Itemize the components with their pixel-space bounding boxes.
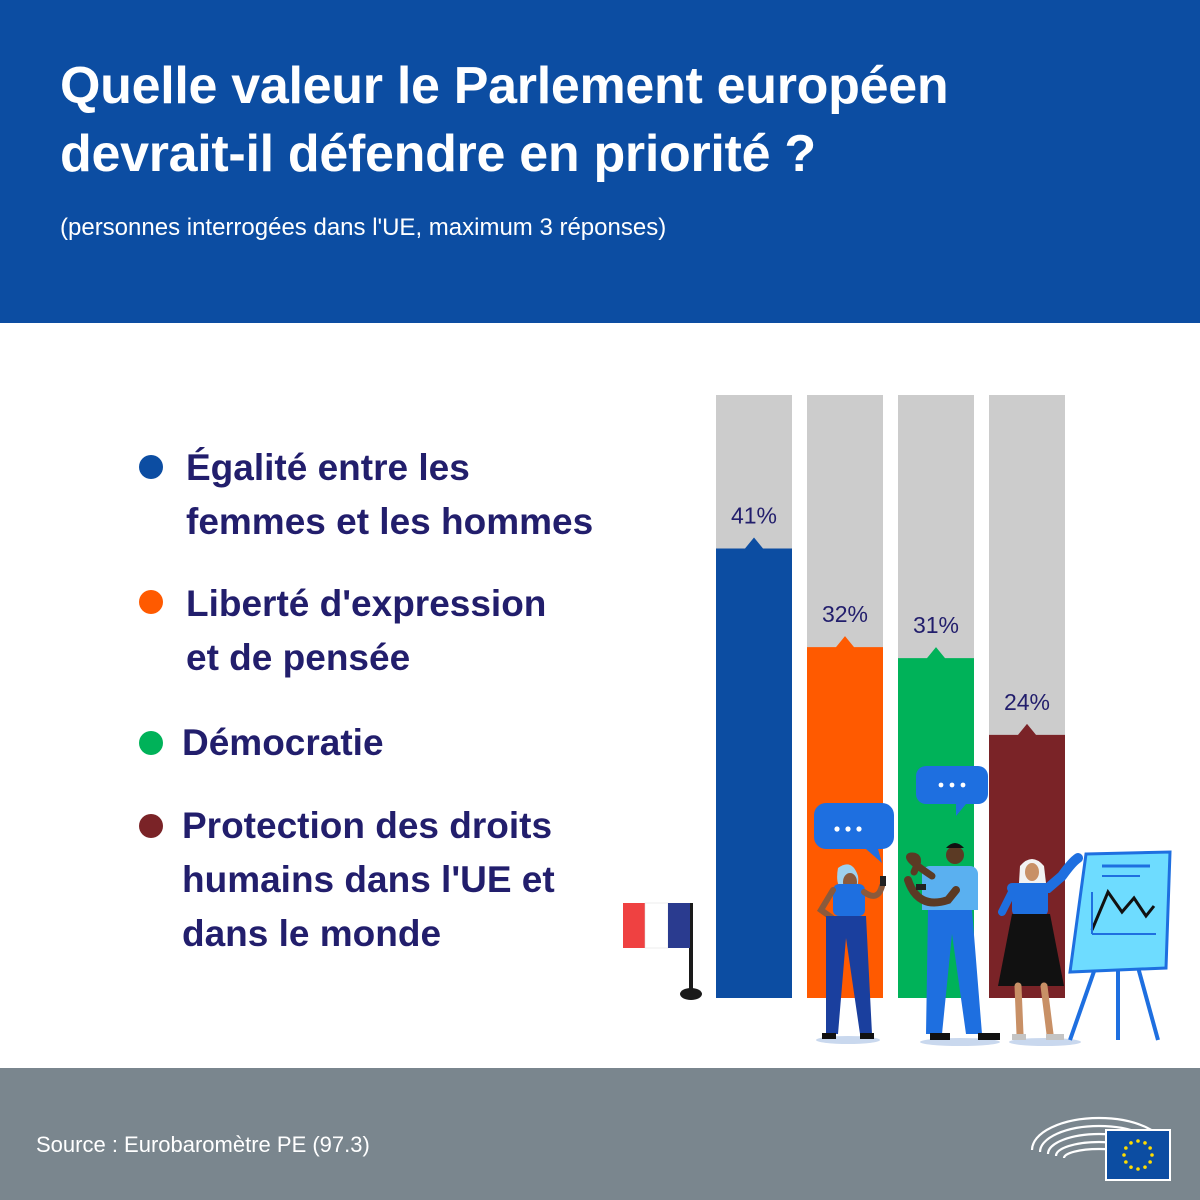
eu-star-icon (1150, 1153, 1154, 1157)
footer: Source : Eurobaromètre PE (97.3) (0, 1068, 1200, 1200)
presentation-board-icon (1068, 850, 1172, 1041)
france-flag-icon (623, 902, 702, 1000)
eu-star-icon (1136, 1167, 1140, 1171)
eu-star-icon (1148, 1146, 1152, 1150)
legend-label-democracy: Démocratie (182, 722, 384, 763)
eu-star-icon (1122, 1153, 1126, 1157)
eu-flag-icon (1105, 1129, 1171, 1181)
title-line-2: devrait-il défendre en priorité ? (60, 125, 816, 183)
value-label-human-rights: 24% (1004, 689, 1050, 715)
legend-dot-human-rights (139, 814, 163, 838)
speech-bubble-icon (814, 803, 894, 863)
source-note: Source : Eurobaromètre PE (97.3) (36, 1132, 370, 1157)
page-title: Quelle valeur le Parlement européen devr… (60, 52, 1160, 188)
legend-dot-democracy (139, 731, 163, 755)
eu-star-icon (1129, 1141, 1133, 1145)
eu-star-icon (1124, 1146, 1128, 1150)
eu-star-icon (1129, 1165, 1133, 1169)
bar-equality (716, 537, 792, 998)
eu-star-icon (1124, 1160, 1128, 1164)
legend-label-freedom: Liberté d'expression et de pensée (186, 583, 547, 678)
eu-star-icon (1143, 1165, 1147, 1169)
value-label-democracy: 31% (913, 612, 959, 638)
european-parliament-logo (1030, 1116, 1171, 1181)
legend-label-equality: Égalité entre les femmes et les hommes (186, 447, 594, 542)
speech-bubble-icon (916, 766, 988, 816)
header-banner: Quelle valeur le Parlement européen devr… (0, 0, 1200, 323)
value-label-freedom: 32% (822, 601, 868, 627)
eu-star-icon (1136, 1139, 1140, 1143)
value-label-equality: 41% (731, 502, 777, 528)
subtitle: (personnes interrogées dans l'UE, maximu… (60, 214, 667, 241)
legend-dot-freedom (139, 590, 163, 614)
legend-dot-equality (139, 455, 163, 479)
legend-label-human-rights: Protection des droits humains dans l'UE … (182, 805, 555, 954)
eu-star-icon (1143, 1141, 1147, 1145)
title-line-1: Quelle valeur le Parlement européen (60, 57, 949, 115)
eu-star-icon (1148, 1160, 1152, 1164)
people-illustration (816, 843, 1083, 1046)
